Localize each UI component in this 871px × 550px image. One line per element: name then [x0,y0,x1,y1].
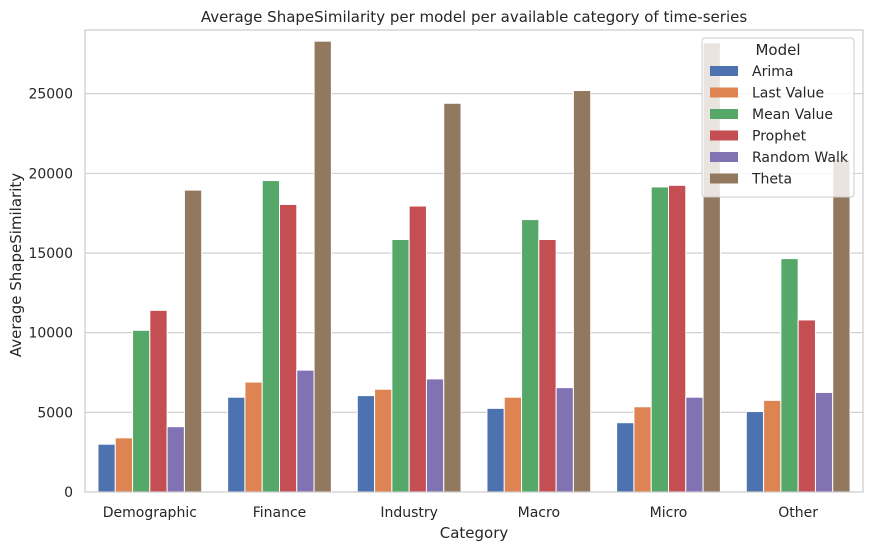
legend-swatch [710,66,738,76]
bar [486,407,505,493]
x-tick-label: Macro [518,505,560,521]
bar [503,396,523,493]
bar [183,189,203,493]
bar [668,184,687,493]
bar [279,203,298,493]
legend-swatch [710,173,738,184]
bar [685,396,704,493]
x-tick-label: Finance [253,505,307,521]
bar [780,258,799,493]
bar [296,369,315,493]
bar [763,399,782,493]
y-tick-label: 0 [64,485,73,501]
y-tick-label: 10000 [28,326,73,342]
bar [521,219,540,493]
x-tick-label: Other [778,505,818,521]
x-tick-labels: Demographic Finance Industry Macro Micro Othe… [103,505,819,521]
legend-swatch [710,152,738,162]
bar [425,378,445,493]
y-tick-label: 25000 [28,87,73,103]
bar [572,90,592,493]
bar [650,186,670,493]
legend-items: Arima Last Value Mean Value Prophet Random W… [710,64,849,188]
legend: Model Arima Last Value Mean Value Prophet Ra… [701,37,855,198]
bar [374,388,393,493]
legend-label: Last Value [752,86,824,102]
bar [555,387,574,493]
legend-swatch [710,130,738,141]
y-tick-label: 20000 [28,166,73,182]
legend-title: Model [755,41,800,59]
x-axis-title: Category [440,524,509,542]
bars [97,40,851,493]
bar [633,406,652,493]
legend-label: Arima [752,64,793,80]
bar [97,443,116,493]
bar [797,319,816,493]
legend-label: Mean Value [752,107,833,123]
bar [616,422,635,493]
bar [149,309,168,493]
bar [356,395,376,493]
legend-label: Random Walk [752,150,849,166]
y-tick-labels: 0 5000 10000 15000 20000 25000 [28,87,73,501]
bar [814,391,834,493]
x-tick-label: Demographic [103,505,197,521]
legend-label: Theta [751,172,792,188]
bar [132,329,151,493]
legend-label: Prophet [752,129,807,145]
bar [227,396,246,493]
legend-swatch [710,109,738,119]
y-axis-title: Average ShapeSimilarity [7,173,25,357]
bar [408,205,427,493]
bar [313,40,332,493]
chart-title: Average ShapeSimilarity per model per av… [201,8,748,26]
plot-area-frame [84,29,864,493]
legend-swatch [710,87,738,98]
x-tick-label: Micro [650,505,688,521]
bar [261,180,281,493]
bar [114,437,134,493]
bar [745,411,765,493]
bar [443,102,462,493]
x-tick-label: Industry [380,505,438,521]
y-tick-label: 15000 [28,246,73,262]
bar [166,426,185,493]
y-tick-label: 5000 [37,405,73,421]
bar [538,238,557,493]
bar [244,381,263,493]
bar [832,158,851,493]
legend-box [701,37,855,198]
bar [391,238,410,493]
